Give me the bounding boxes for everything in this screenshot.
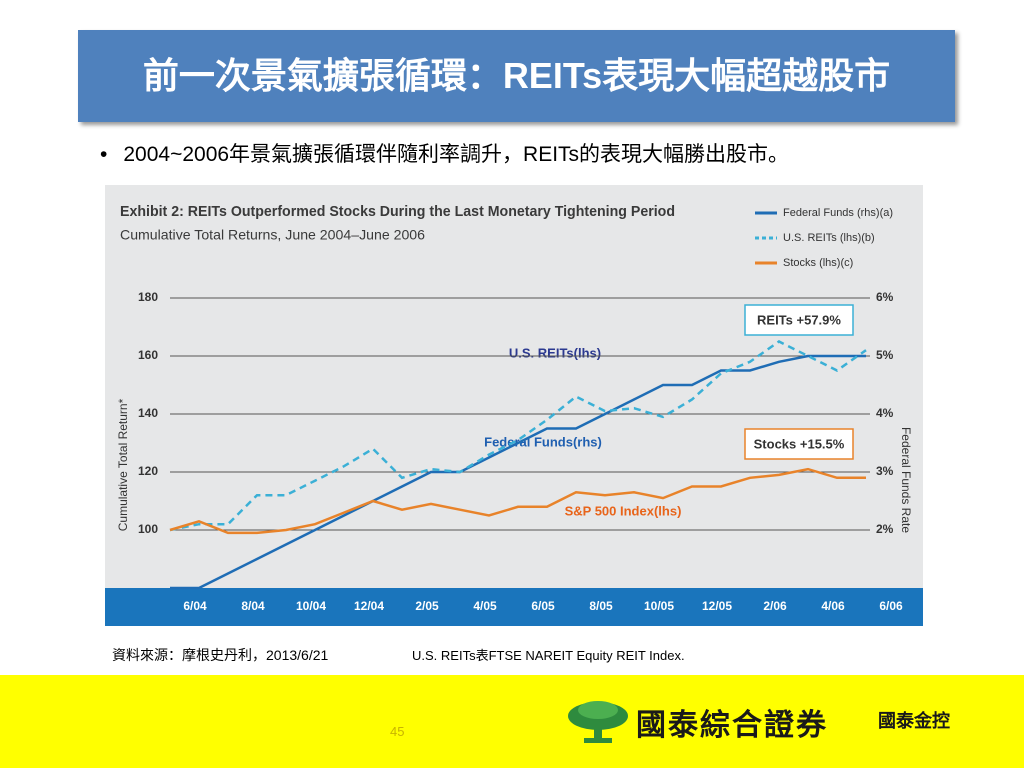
- y2-tick-label: 3%: [876, 464, 894, 478]
- annotation: REITs +57.9%: [757, 312, 841, 327]
- bullet-text: 2004~2006年景氣擴張循環伴隨利率調升，REITs的表現大幅勝出股市。: [123, 143, 790, 166]
- y2-tick-label: 2%: [876, 522, 894, 536]
- x-tick-label: 12/04: [354, 599, 384, 613]
- note: U.S. REITs表FTSE NAREIT Equity REIT Index…: [412, 648, 685, 663]
- x-tick-label: 6/04: [183, 599, 207, 613]
- annotation: S&P 500 Index(lhs): [565, 503, 682, 518]
- x-tick-label: 10/05: [644, 599, 674, 613]
- footer: [0, 675, 1024, 768]
- annotation: Stocks +15.5%: [754, 436, 845, 451]
- brand-name: 國泰綜合證券: [636, 709, 828, 742]
- chart-subtitle: Cumulative Total Returns, June 2004–June…: [120, 227, 425, 243]
- x-tick-label: 6/05: [531, 599, 555, 613]
- annotation-box: [744, 428, 854, 460]
- x-tick-label: 6/06: [879, 599, 903, 613]
- x-axis-band: [105, 588, 923, 626]
- y-tick-label: 120: [138, 464, 158, 478]
- y-tick-label: 180: [138, 290, 158, 304]
- y-tick-label: 140: [138, 406, 158, 420]
- x-tick-label: 4/06: [821, 599, 845, 613]
- annotation: U.S. REITs(lhs): [509, 345, 601, 360]
- group-name: 國泰金控: [878, 711, 950, 731]
- y2-tick-label: 4%: [876, 406, 894, 420]
- chart-title: Exhibit 2: REITs Outperformed Stocks Dur…: [120, 203, 675, 220]
- logo-icon: [568, 701, 628, 743]
- y2-axis-label: Federal Funds Rate: [899, 427, 913, 533]
- chart-background: [105, 185, 923, 626]
- slide-title: 前一次景氣擴張循環：REITs表現大幅超越股市: [78, 30, 955, 122]
- source: 資料來源：摩根史丹利，2013/6/21: [112, 647, 329, 663]
- y-tick-label: 100: [138, 522, 158, 536]
- x-tick-label: 2/06: [763, 599, 787, 613]
- x-tick-label: 4/05: [473, 599, 497, 613]
- line-series: [169, 340, 867, 532]
- x-tick-label: 2/05: [415, 599, 439, 613]
- x-tick-label: 8/05: [589, 599, 613, 613]
- x-tick-label: 8/04: [241, 599, 265, 613]
- x-tick-label: 10/04: [296, 599, 326, 613]
- line-series: [170, 354, 866, 590]
- legend-label: U.S. REITs (lhs)(b): [783, 232, 875, 244]
- legend-label: Stocks (lhs)(c): [783, 257, 853, 269]
- x-tick-label: 12/05: [702, 599, 732, 613]
- page-number: 45: [390, 724, 405, 739]
- y2-tick-label: 5%: [876, 348, 894, 362]
- y2-tick-label: 6%: [876, 290, 894, 304]
- chart: Exhibit 2: REITs Outperformed Stocks Dur…: [105, 185, 923, 626]
- line-series: [169, 467, 866, 535]
- y-tick-label: 160: [138, 348, 158, 362]
- bullet-item: • 2004~2006年景氣擴張循環伴隨利率調升，REITs的表現大幅勝出股市。: [100, 143, 790, 166]
- legend-label: Federal Funds (rhs)(a): [783, 207, 893, 219]
- y-axis-label: Cumulative Total Return*: [116, 398, 130, 531]
- annotation-box: [744, 304, 854, 336]
